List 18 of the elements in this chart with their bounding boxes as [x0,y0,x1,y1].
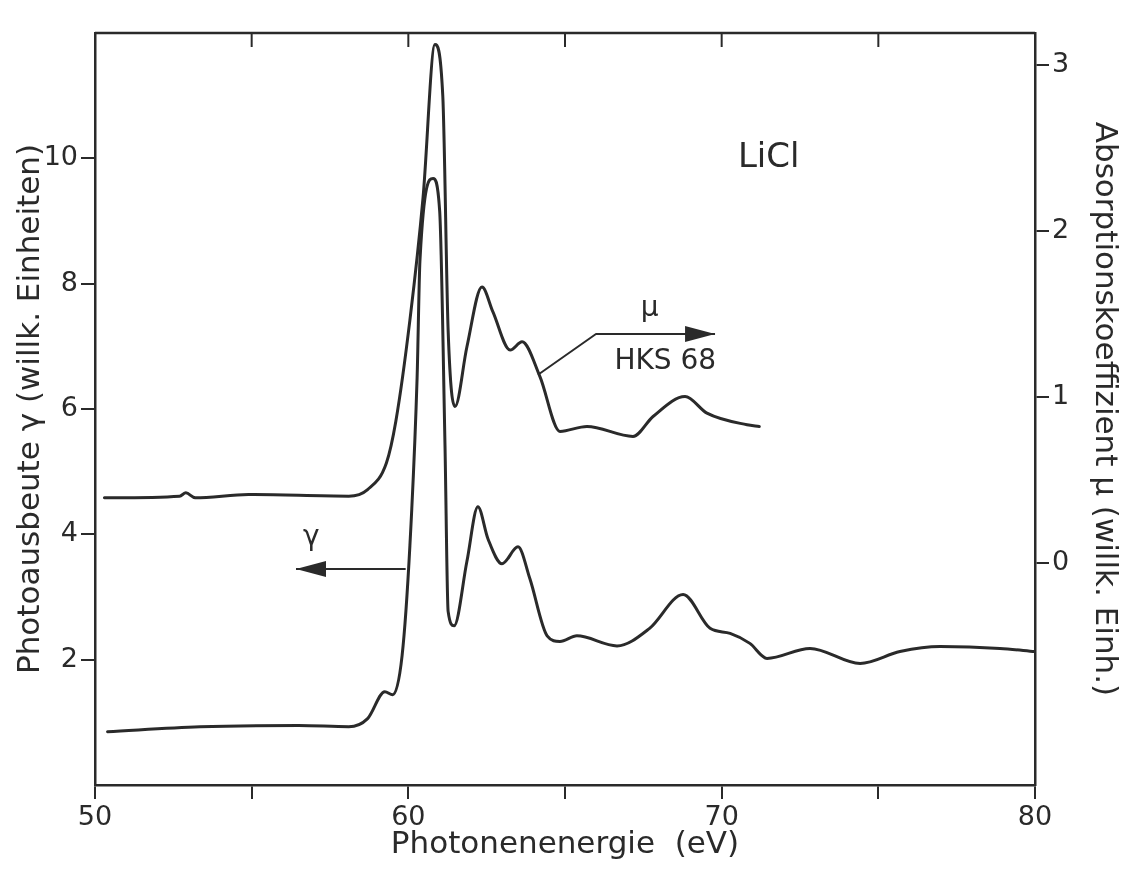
x-tick-label: 80 [1017,800,1053,832]
y2-tick-label: 2 [1052,212,1070,244]
y2-axis-title: Absorptionskoeffizient μ (willk. Einh.) [1089,121,1126,697]
x-tick-label: 50 [77,800,113,832]
y-tick-label: 4 [60,516,78,548]
annotation: γ [302,518,320,552]
y2-tick-label: 3 [1052,46,1070,78]
x-axis-title: Photonenenergie (eV) [390,824,740,861]
y-axis-title: Photoausbeute γ (willk. Einheiten) [9,144,46,674]
y2-tick-label: 0 [1052,544,1070,576]
y-tick-label: 10 [43,140,78,172]
annotation: HKS 68 [614,343,717,377]
y2-tick-label: 1 [1052,378,1070,410]
y-tick-label: 8 [60,265,78,297]
annotation: μ [640,290,659,324]
annotation: LiCl [737,135,800,176]
y-tick-label: 2 [60,641,78,673]
y-tick-label: 6 [60,391,78,423]
